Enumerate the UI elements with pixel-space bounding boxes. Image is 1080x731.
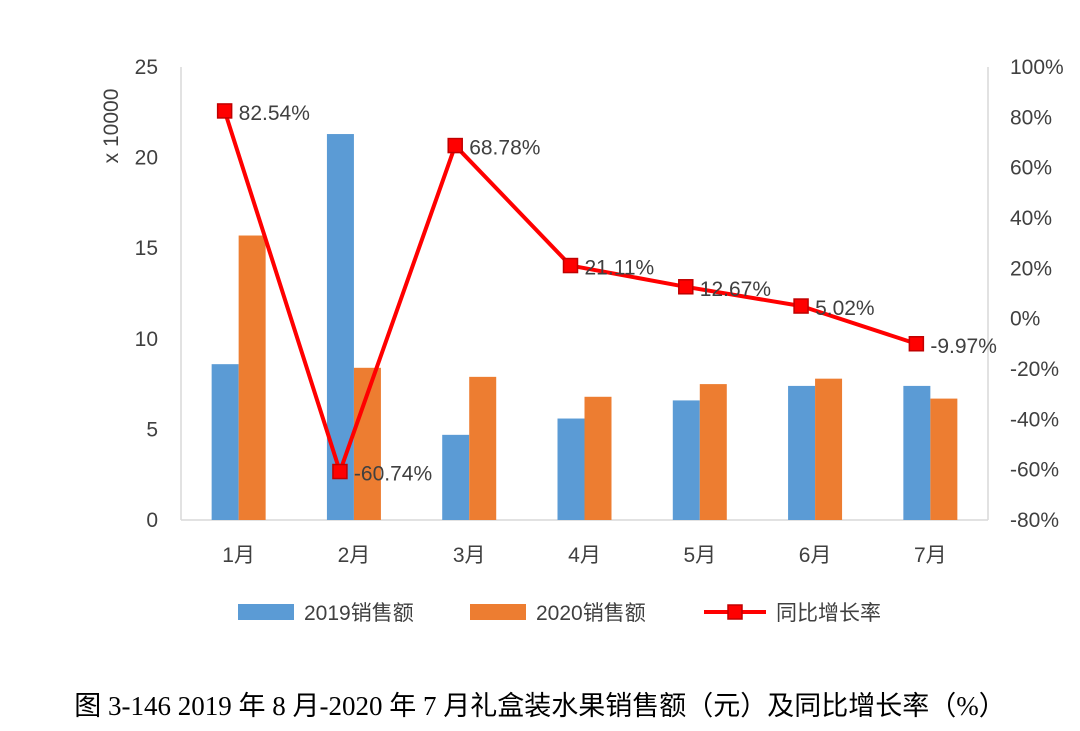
legend-swatch-marker	[727, 604, 743, 620]
bar-2020	[238, 235, 266, 521]
bar-2019	[557, 418, 585, 520]
growth-rate-data-label: 68.78%	[469, 137, 540, 160]
y2-tick-label: -40%	[1010, 408, 1059, 431]
x-tick-label: 5月	[683, 544, 716, 567]
legend-label: 同比增长率	[776, 602, 881, 625]
y2-tick-label: -60%	[1010, 459, 1059, 482]
growth-rate-marker	[216, 103, 233, 119]
y2-tick-label: 80%	[1010, 106, 1052, 129]
x-tick-label: 4月	[568, 544, 601, 567]
growth-rate-marker	[793, 298, 809, 314]
y-tick-label: 5	[146, 418, 158, 441]
y2-tick-label: 100%	[1010, 56, 1064, 79]
y-tick-label: 0	[146, 509, 158, 532]
y2-tick-label: 20%	[1010, 257, 1052, 280]
bar-2019	[442, 434, 470, 520]
growth-rate-data-label: -60.74%	[354, 463, 432, 486]
growth-rate-data-label: 12.67%	[700, 278, 771, 301]
y-tick-label: 25	[135, 56, 158, 79]
growth-rate-data-label: 5.02%	[815, 297, 875, 320]
growth-rate-data-label: 82.54%	[239, 102, 310, 125]
growth-rate-marker	[447, 137, 463, 154]
legend-label: 2020销售额	[536, 602, 646, 625]
bar-2019	[788, 385, 816, 520]
bar-2020	[469, 376, 497, 520]
y2-tick-label: 60%	[1010, 157, 1052, 180]
bar-2020	[584, 396, 612, 520]
legend-label: 2019销售额	[304, 602, 414, 625]
y-axis-label: x 10000	[100, 89, 123, 164]
bar-2020	[815, 378, 843, 520]
growth-rate-data-label: 21.11%	[585, 257, 655, 280]
legend-swatch-2019	[238, 604, 294, 620]
growth-rate-marker	[562, 257, 579, 274]
bar-2019	[672, 400, 700, 520]
bar-2020	[930, 398, 958, 520]
x-tick-label: 3月	[453, 544, 486, 567]
bar-2019	[211, 364, 239, 520]
legend-swatch-2020	[470, 604, 526, 620]
y2-tick-label: 40%	[1010, 207, 1052, 230]
growth-rate-marker	[678, 279, 694, 295]
y2-tick-label: 0%	[1010, 308, 1040, 331]
y2-tick-label: -80%	[1010, 509, 1059, 532]
x-tick-label: 1月	[222, 544, 255, 567]
growth-rate-marker	[908, 336, 925, 352]
growth-rate-marker	[332, 463, 348, 480]
x-tick-label: 7月	[914, 544, 947, 567]
bar-2020	[699, 384, 727, 520]
y-tick-label: 15	[135, 237, 158, 260]
x-tick-label: 2月	[338, 544, 371, 567]
bar-2019	[903, 385, 931, 520]
y2-tick-label: -20%	[1010, 358, 1059, 381]
growth-rate-data-label: -9.97%	[930, 335, 997, 358]
figure-caption: 图 3-146 2019 年 8 月-2020 年 7 月礼盒装水果销售额（元）…	[74, 691, 1006, 721]
x-tick-label: 6月	[799, 544, 832, 567]
chart: 0 5 10 15 20 25 -80% -60% -40% -20% 0% 20% 40% 60% 80%…	[100, 56, 1064, 625]
y-tick-label: 20	[135, 147, 158, 170]
bar-2019	[326, 134, 354, 520]
y-tick-label: 10	[135, 328, 158, 351]
